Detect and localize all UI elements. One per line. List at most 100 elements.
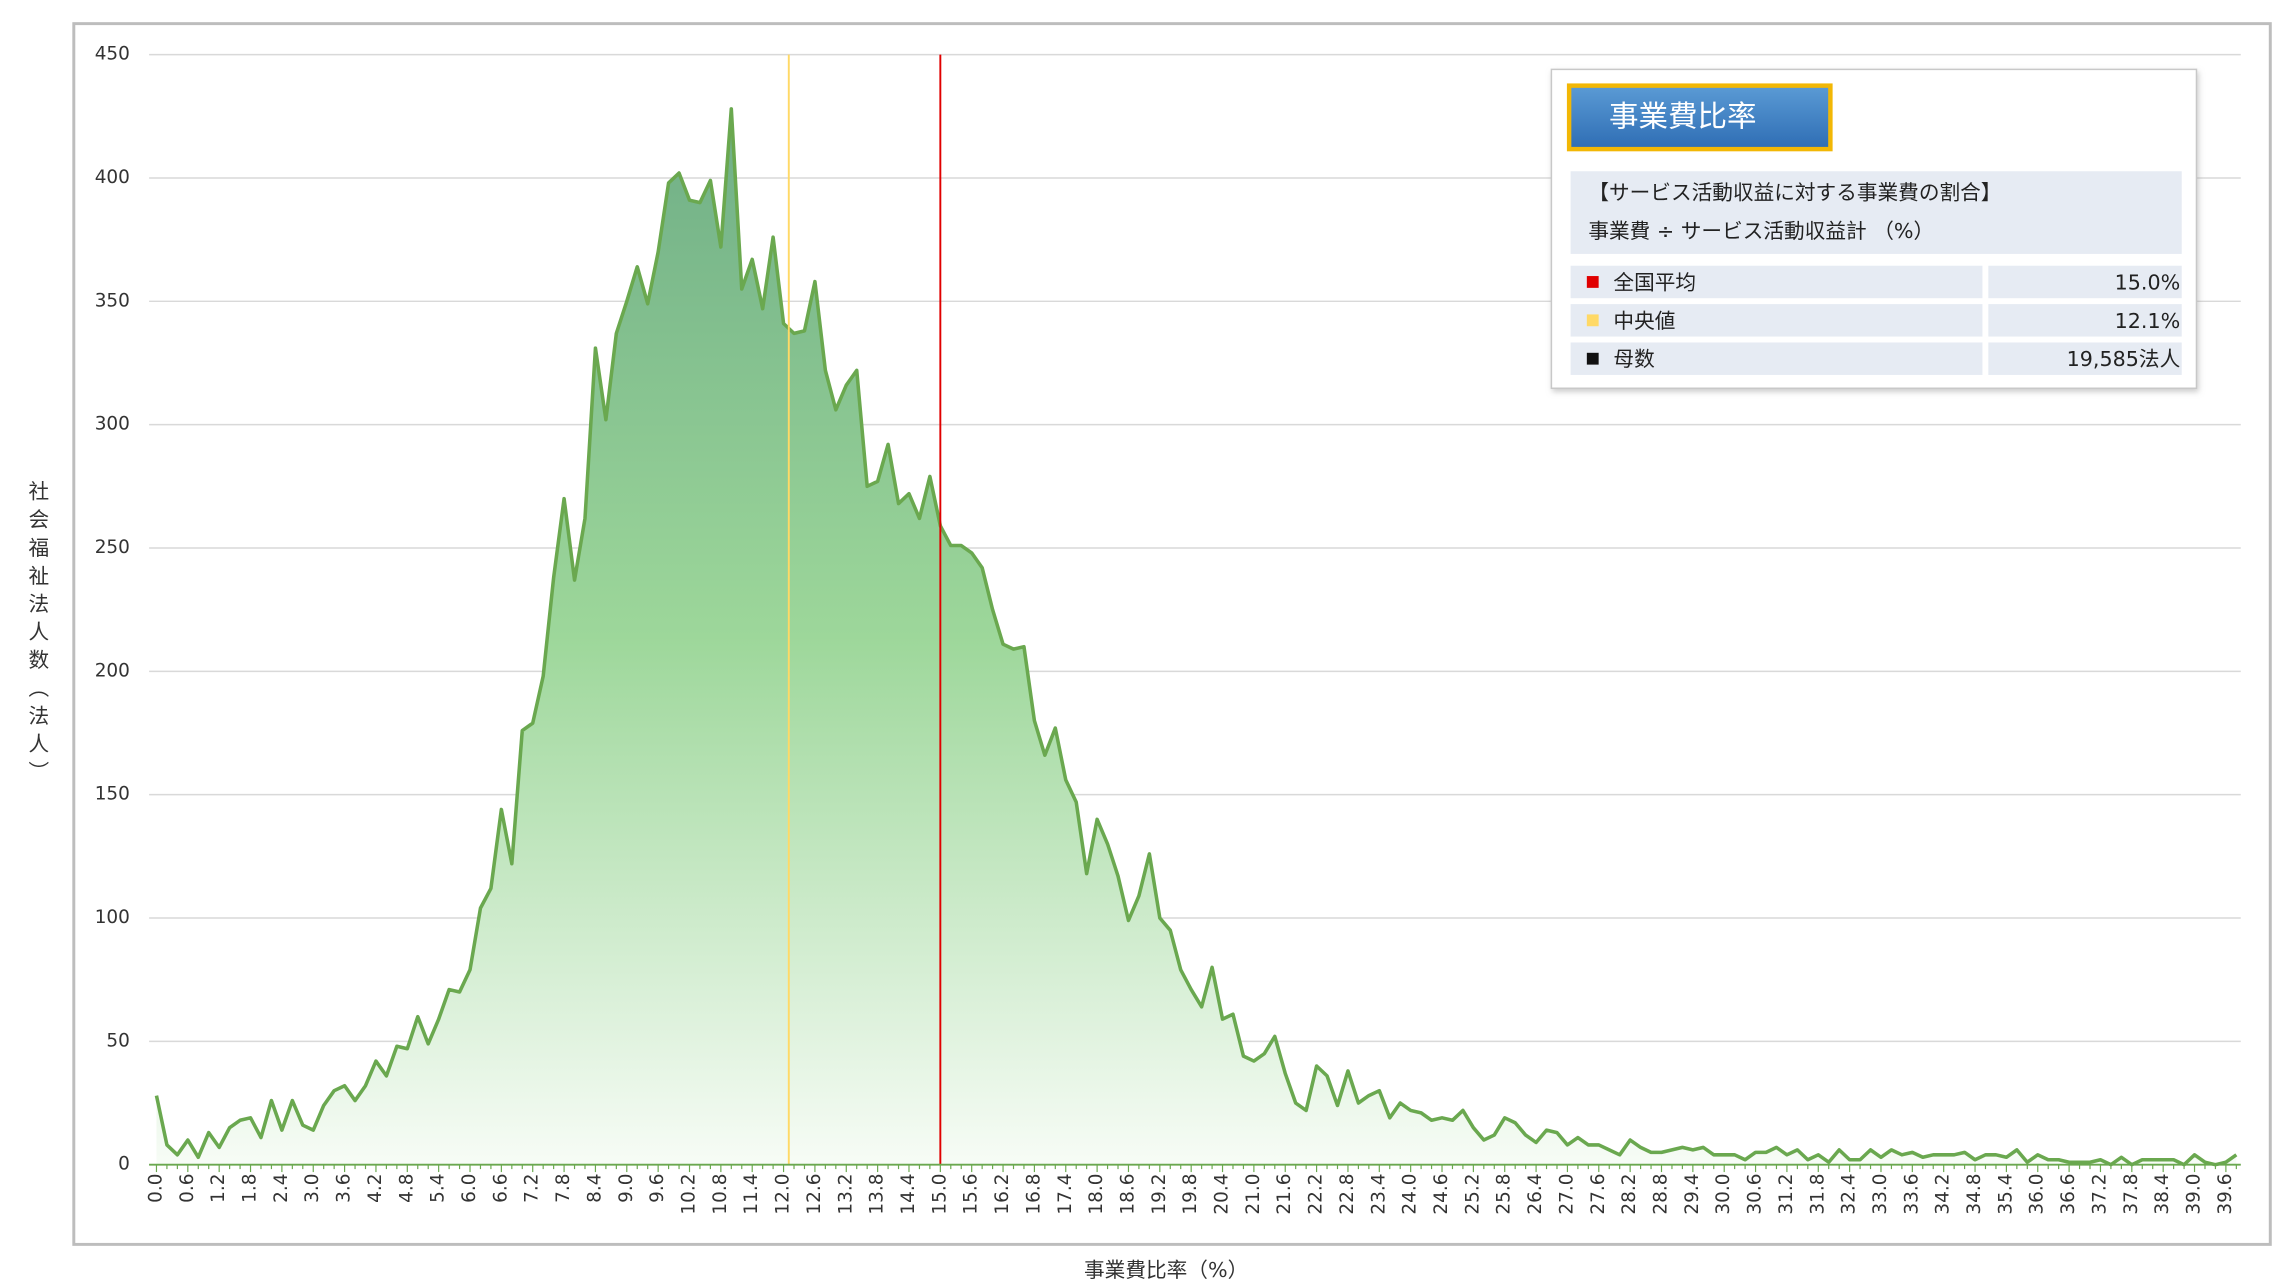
x-tick-label: 4.8 (396, 1174, 417, 1203)
x-tick-label: 5.4 (428, 1174, 449, 1203)
info-row-bg (1988, 342, 2182, 375)
x-tick-label: 0.6 (177, 1174, 198, 1203)
x-tick-label: 9.6 (647, 1174, 668, 1203)
x-tick-label: 0.0 (145, 1174, 166, 1203)
info-formula: 事業費 ÷ サービス活動収益計 （%） (1588, 219, 1934, 243)
x-tick-label: 14.4 (898, 1174, 919, 1215)
x-tick-label: 39.6 (2215, 1174, 2236, 1215)
legend-label: 母数 (1613, 347, 1655, 371)
info-row-bg (1988, 304, 2182, 337)
x-tick-label: 18.0 (1086, 1174, 1107, 1215)
y-tick-label: 450 (95, 44, 130, 65)
x-tick-label: 3.0 (302, 1174, 323, 1203)
y-tick-label: 400 (95, 167, 130, 188)
x-tick-label: 22.2 (1306, 1174, 1327, 1215)
x-tick-label: 10.8 (710, 1174, 731, 1215)
area-fill (156, 108, 2237, 1165)
y-tick-label: 300 (95, 414, 130, 435)
y-tick-label: 350 (95, 290, 130, 311)
x-tick-label: 24.0 (1400, 1174, 1421, 1215)
x-tick-label: 18.6 (1117, 1174, 1138, 1215)
x-tick-label: 7.8 (553, 1174, 574, 1203)
x-tick-label: 19.2 (1149, 1174, 1170, 1215)
x-tick-label: 37.2 (2089, 1174, 2110, 1215)
x-tick-label: 33.0 (1870, 1174, 1891, 1215)
legend-swatch (1586, 352, 1599, 365)
x-tick-label: 1.2 (208, 1174, 229, 1203)
x-tick-label: 6.0 (459, 1174, 480, 1203)
legend-value: 19,585法人 (2067, 347, 2181, 371)
x-tick-label: 3.6 (334, 1174, 355, 1203)
x-tick-label: 22.8 (1337, 1174, 1358, 1215)
x-tick-label: 35.4 (1995, 1174, 2016, 1215)
info-desc-bg (1570, 171, 2182, 254)
x-tick-label: 9.0 (616, 1174, 637, 1203)
x-tick-label: 21.6 (1274, 1174, 1295, 1215)
y-tick-label: 100 (95, 907, 130, 928)
x-tick-label: 10.2 (679, 1174, 700, 1215)
x-tick-label: 28.2 (1619, 1174, 1640, 1215)
x-tick-label: 38.4 (2152, 1174, 2173, 1215)
x-tick-label: 17.4 (1055, 1174, 1076, 1215)
info-title: 事業費比率 (1609, 100, 1757, 134)
x-tick-label: 16.8 (1023, 1174, 1044, 1215)
x-tick-label: 16.2 (992, 1174, 1013, 1215)
axes: 0 50 100 150 200 250 300 350 400 450 0.0 0.6 1.2 1.8 2… (95, 44, 2241, 1215)
x-tick-label: 28.8 (1650, 1174, 1671, 1215)
y-tick-label: 0 (118, 1154, 130, 1175)
x-tick-label: 36.6 (2058, 1174, 2079, 1215)
info-row-bg (1570, 265, 1983, 299)
y-tick-label: 50 (106, 1030, 129, 1051)
x-tick-label: 7.2 (522, 1174, 543, 1203)
x-tick-label: 26.4 (1525, 1174, 1546, 1215)
x-tick-label: 12.6 (804, 1174, 825, 1215)
x-tick-label: 36.0 (2027, 1174, 2048, 1215)
x-tick-label: 19.8 (1180, 1174, 1201, 1215)
y-tick-label: 200 (95, 660, 130, 681)
x-tick-label: 4.2 (365, 1174, 386, 1203)
x-tick-label: 2.4 (271, 1174, 292, 1203)
x-tick-label: 13.8 (867, 1174, 888, 1215)
x-tick-label: 1.8 (240, 1174, 261, 1203)
legend-swatch (1586, 276, 1599, 288)
x-tick-label: 34.8 (1964, 1174, 1985, 1215)
x-tick-label: 34.2 (1933, 1174, 1954, 1215)
info-row-bg (1570, 342, 1983, 375)
x-tick-label: 31.2 (1776, 1174, 1797, 1215)
info-description: 【サービス活動収益に対する事業費の割合】 (1588, 180, 2001, 204)
x-tick-label: 30.0 (1713, 1174, 1734, 1215)
x-tick-label: 13.2 (835, 1174, 856, 1215)
info-row-bg (1570, 304, 1983, 337)
x-tick-label: 25.8 (1494, 1174, 1515, 1215)
x-tick-label: 39.0 (2184, 1174, 2205, 1215)
x-tick-label: 30.6 (1745, 1174, 1766, 1215)
x-tick-label: 27.0 (1556, 1174, 1577, 1215)
x-tick-label: 37.8 (2121, 1174, 2142, 1215)
y-tick-label: 150 (95, 784, 130, 805)
x-axis-title: 事業費比率（%） (1084, 1258, 1248, 1282)
legend-swatch (1586, 314, 1599, 327)
x-tick-label: 24.6 (1431, 1174, 1452, 1215)
x-tick-label: 27.6 (1588, 1174, 1609, 1215)
x-tick-label: 20.4 (1212, 1174, 1233, 1215)
x-tick-label: 32.4 (1839, 1174, 1860, 1215)
x-tick-label: 21.0 (1243, 1174, 1264, 1215)
plot (154, 54, 2238, 1167)
x-tick-label: 15.6 (961, 1174, 982, 1215)
x-tick-label: 8.4 (584, 1174, 605, 1203)
info-box: 事業費比率 【サービス活動収益に対する事業費の割合】 事業費 ÷ サービス活動収… (1550, 68, 2198, 389)
legend-value: 12.1% (2115, 309, 2181, 333)
x-tick-label: 15.0 (929, 1174, 950, 1215)
x-tick-label: 23.4 (1368, 1174, 1389, 1215)
x-tick-label: 31.8 (1807, 1174, 1828, 1215)
y-tick-label: 250 (95, 537, 130, 558)
legend-label: 中央値 (1613, 309, 1675, 333)
x-tick-label: 11.4 (741, 1174, 762, 1215)
info-row-bg (1988, 265, 2182, 299)
legend-label: 全国平均 (1613, 270, 1696, 294)
legend-value: 15.0% (2115, 270, 2181, 294)
y-axis-title: 社会福祉法人数（法人） (25, 481, 49, 789)
x-tick-label: 29.4 (1682, 1174, 1703, 1215)
